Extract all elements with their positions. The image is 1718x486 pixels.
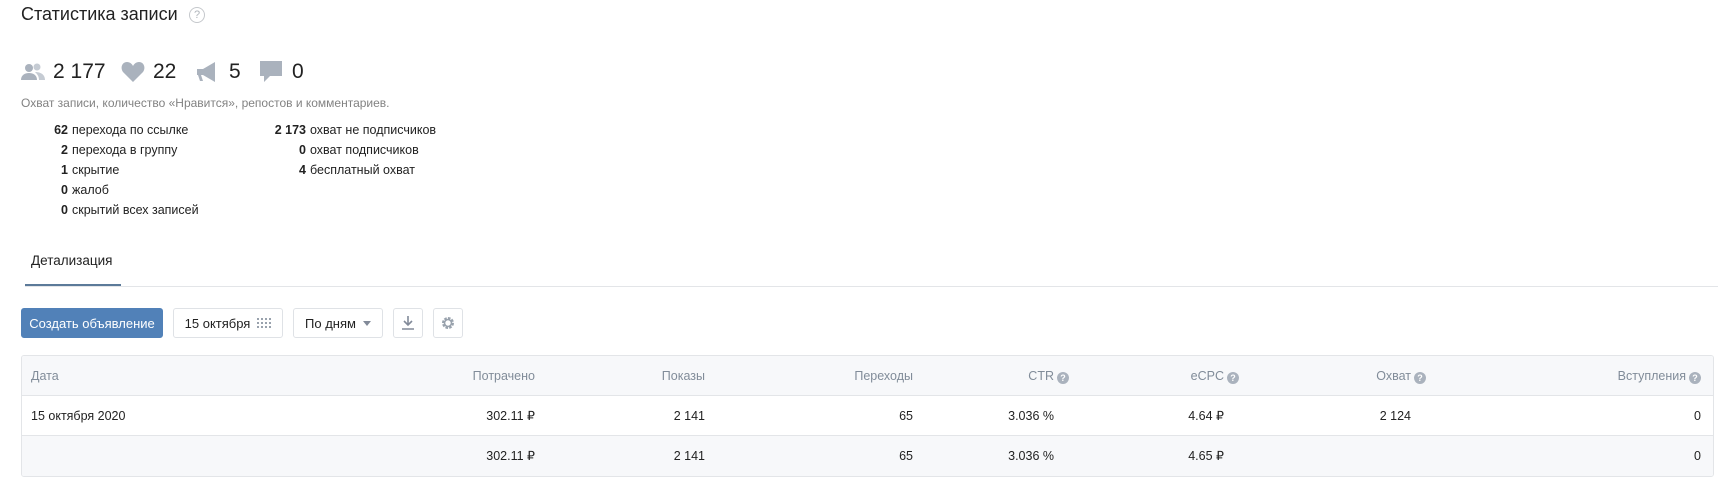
stat-number: 0 — [299, 143, 306, 157]
chevron-down-icon — [362, 320, 371, 326]
cell-reach: 2 124 — [1379, 409, 1411, 423]
cell-ecpc: 4.64 ₽ — [1188, 409, 1224, 423]
active-tab-indicator — [25, 284, 121, 286]
reach-stat: 2 177 — [21, 60, 106, 84]
comments-stat: 0 — [260, 60, 304, 84]
table-total-row: 302.11 ₽ 2 141 65 3.036 % 4.65 ₽ 0 — [22, 436, 1713, 476]
stat-number: 1 — [61, 163, 68, 177]
cell-ctr: 3.036 % — [1008, 409, 1054, 423]
col-ctr[interactable]: CTR? — [1028, 356, 1069, 396]
likes-count: 22 — [153, 60, 177, 83]
stat-label: скрытие — [72, 163, 120, 177]
right-stats-list: 2 173 охват не подписчиков 0 охват подписч… — [250, 123, 436, 183]
settings-button[interactable] — [433, 308, 463, 338]
cell-clicks: 65 — [899, 409, 913, 423]
period-label: По дням — [305, 315, 356, 331]
stat-label: бесплатный охват — [310, 163, 415, 177]
stat-label: скрытий всех записей — [72, 203, 199, 217]
help-icon[interactable]: ? — [1227, 372, 1239, 384]
col-reach[interactable]: Охват? — [1376, 356, 1426, 396]
cell-ecpc: 4.65 ₽ — [1188, 449, 1224, 463]
stat-row: 0 охват подписчиков — [250, 143, 436, 163]
table-header-row: Дата Потрачено Показы Переходы CTR? eCPC… — [22, 356, 1713, 396]
joins-label: Вступления — [1617, 369, 1686, 383]
ctr-label: CTR — [1028, 369, 1054, 383]
stat-label: перехода в группу — [72, 143, 178, 157]
left-stats-list: 62 перехода по ссылке 2 перехода в группу … — [40, 123, 199, 223]
cell-clicks: 65 — [899, 449, 913, 463]
stats-caption: Охват записи, количество «Нравится», реп… — [21, 96, 390, 110]
cell-impressions: 2 141 — [673, 409, 705, 423]
create-ad-label: Создать объявление — [29, 315, 155, 331]
cell-impressions: 2 141 — [673, 449, 705, 463]
col-spent[interactable]: Потрачено — [472, 369, 535, 383]
stat-number: 62 — [54, 123, 68, 137]
stat-row: 1 скрытие — [40, 163, 199, 183]
col-joins[interactable]: Вступления? — [1618, 356, 1701, 396]
cell-joins: 0 — [1694, 449, 1701, 463]
cell-ctr: 3.036 % — [1008, 449, 1054, 463]
stat-row: 0 жалоб — [40, 183, 199, 203]
col-date[interactable]: Дата — [31, 369, 59, 383]
stat-row: 0 скрытий всех записей — [40, 203, 199, 223]
stat-row: 2 173 охват не подписчиков — [250, 123, 436, 143]
calendar-grid-icon — [257, 318, 272, 328]
stat-number: 2 173 — [274, 123, 306, 137]
col-ecpc[interactable]: eCPC? — [1191, 356, 1239, 396]
stat-number: 0 — [61, 183, 68, 197]
stat-label: перехода по ссылке — [72, 123, 189, 137]
megaphone-icon — [197, 62, 215, 82]
help-icon[interactable]: ? — [1689, 372, 1701, 384]
ecpc-label: eCPC — [1190, 369, 1224, 383]
period-dropdown[interactable]: По дням — [293, 308, 383, 338]
users-icon — [21, 63, 45, 80]
col-clicks[interactable]: Переходы — [854, 369, 913, 383]
stat-row: 62 перехода по ссылке — [40, 123, 199, 143]
stat-number: 4 — [299, 163, 306, 177]
download-icon — [402, 316, 414, 330]
date-label: 15 октября — [184, 315, 251, 331]
reposts-stat: 5 — [197, 60, 241, 84]
stat-number: 2 — [61, 143, 68, 157]
likes-stat: 22 — [121, 60, 176, 84]
stat-row: 4 бесплатный охват — [250, 163, 436, 183]
stat-label: жалоб — [72, 183, 109, 197]
reposts-count: 5 — [229, 60, 241, 83]
cell-spent: 302.11 ₽ — [486, 409, 535, 423]
tabs-divider — [25, 286, 1718, 287]
col-impressions[interactable]: Показы — [661, 369, 705, 383]
create-ad-button[interactable]: Создать объявление — [21, 308, 163, 338]
stat-label: охват не подписчиков — [310, 123, 437, 137]
table-row: 15 октября 2020 302.11 ₽ 2 141 65 3.036 … — [22, 396, 1713, 436]
comment-icon — [260, 61, 282, 82]
reach-count: 2 177 — [53, 60, 106, 83]
gear-icon — [442, 317, 454, 329]
stats-table: Дата Потрачено Показы Переходы CTR? eCPC… — [21, 355, 1714, 477]
stat-number: 0 — [61, 203, 68, 217]
stat-label: охват подписчиков — [310, 143, 419, 157]
reach-label: Охват — [1376, 369, 1411, 383]
cell-joins: 0 — [1694, 409, 1701, 423]
comments-count: 0 — [292, 60, 304, 83]
heart-icon — [121, 62, 145, 82]
help-icon[interactable]: ? — [1057, 372, 1069, 384]
stat-row: 2 перехода в группу — [40, 143, 199, 163]
cell-date: 15 октября 2020 — [31, 409, 126, 423]
tab-details[interactable]: Детализация — [31, 253, 113, 268]
page-title: Статистика записи — [21, 4, 178, 24]
help-icon[interactable]: ? — [1414, 372, 1426, 384]
help-icon[interactable]: ? — [189, 7, 205, 23]
date-picker-button[interactable]: 15 октября — [173, 308, 283, 338]
cell-spent: 302.11 ₽ — [486, 449, 535, 463]
download-button[interactable] — [393, 308, 423, 338]
